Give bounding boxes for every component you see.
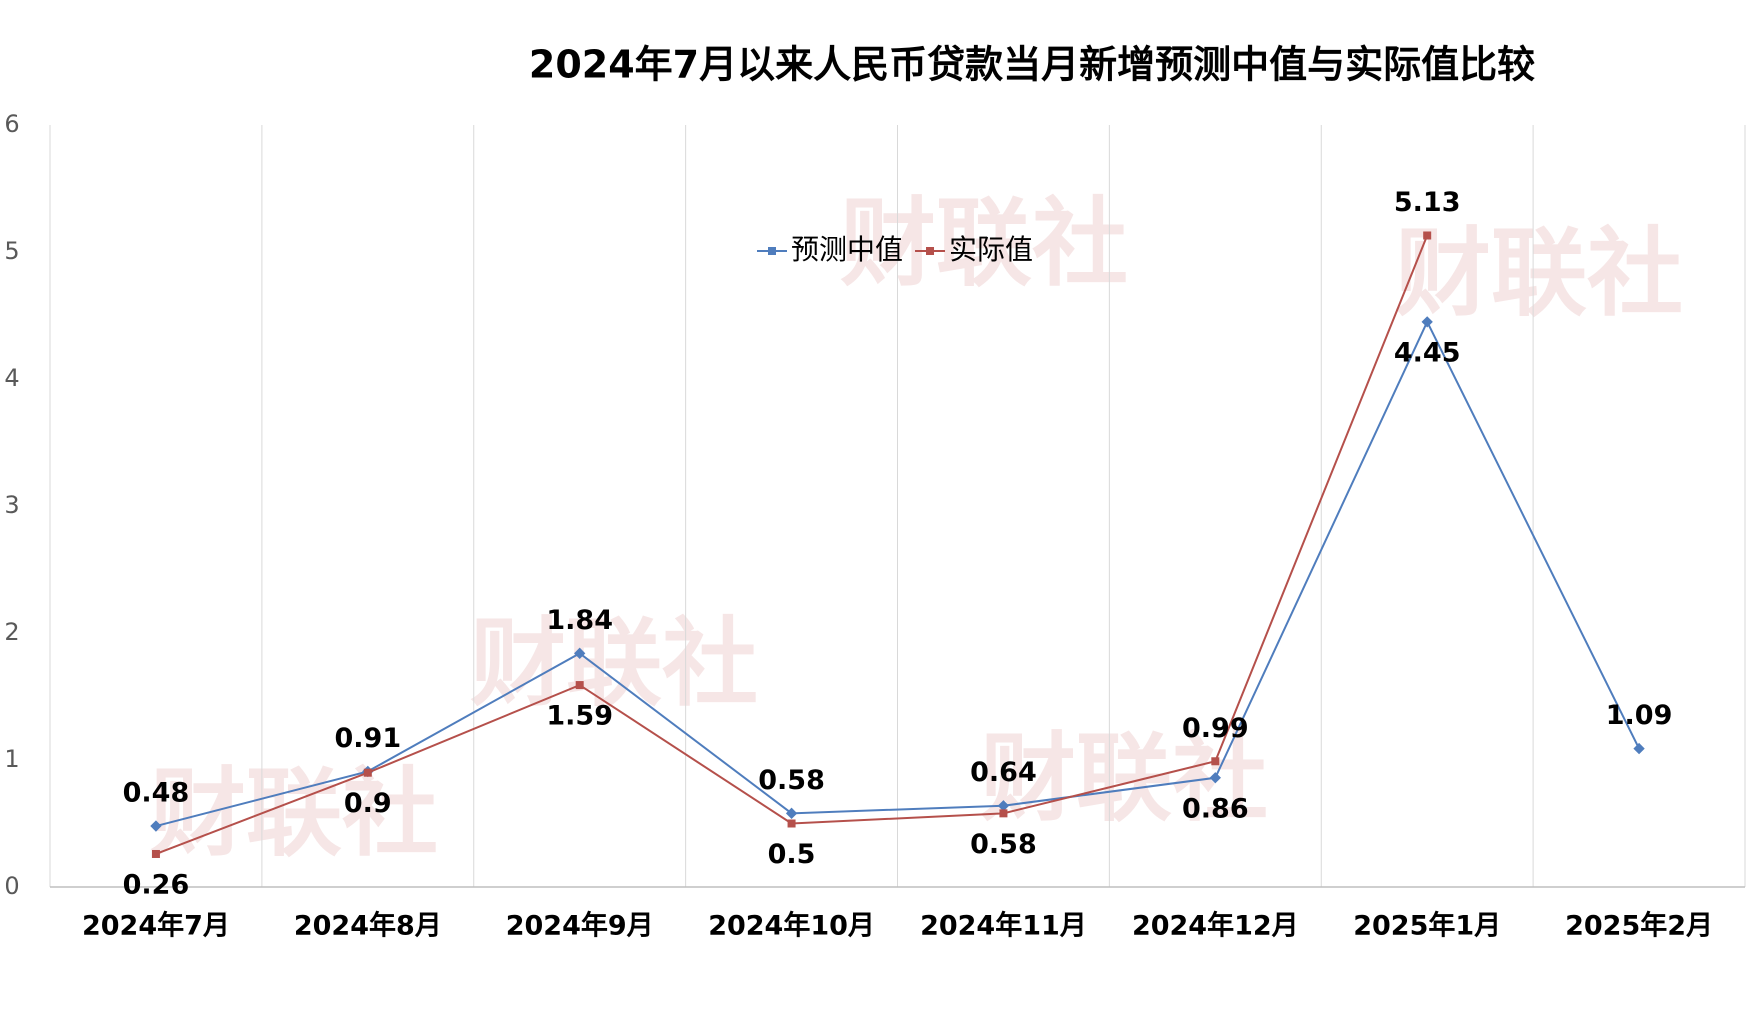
watermark: 财联社: [150, 757, 438, 869]
data-label: 0.26: [123, 869, 190, 900]
chart-title: 2024年7月以来人民币贷款当月新增预测中值与实际值比较: [529, 43, 1535, 87]
data-label: 0.58: [970, 829, 1037, 860]
marker: [1633, 742, 1645, 755]
x-tick-label: 2024年8月: [294, 910, 442, 942]
data-label: 0.86: [1182, 793, 1249, 824]
marker: [1423, 231, 1432, 240]
x-tick-label: 2024年10月: [708, 910, 875, 942]
legend-marker: [926, 247, 935, 255]
marker: [151, 849, 160, 858]
marker: [787, 819, 796, 828]
marker: [574, 647, 586, 659]
watermark: 财联社: [470, 607, 758, 719]
y-tick-label: 3: [4, 491, 19, 519]
marker: [1421, 316, 1433, 328]
y-tick-label: 1: [4, 745, 19, 773]
marker: [1211, 757, 1220, 766]
x-tick-label: 2025年1月: [1353, 910, 1501, 942]
x-tick-label: 2024年7月: [82, 910, 230, 942]
y-tick-label: 6: [4, 110, 19, 138]
x-tick-label: 2025年2月: [1565, 910, 1713, 942]
x-tick-label: 2024年9月: [506, 910, 654, 942]
legend-label: 实际值: [949, 233, 1033, 266]
y-tick-label: 0: [4, 872, 19, 900]
watermark: 财联社: [840, 187, 1128, 299]
data-label: 5.13: [1394, 187, 1461, 218]
data-label: 4.45: [1394, 337, 1461, 368]
data-label: 1.84: [546, 605, 613, 636]
marker: [785, 807, 798, 819]
data-label: 1.59: [546, 701, 613, 732]
data-label: 1.09: [1606, 700, 1673, 731]
y-tick-label: 2: [4, 618, 19, 646]
y-tick-label: 5: [4, 237, 19, 265]
marker: [999, 809, 1008, 818]
data-label: 0.5: [768, 839, 816, 870]
data-label: 0.64: [970, 757, 1037, 788]
marker: [363, 768, 372, 777]
data-label: 0.91: [335, 723, 402, 754]
x-tick-label: 2024年12月: [1132, 910, 1299, 942]
data-label: 0.9: [344, 788, 392, 819]
legend-marker: [768, 247, 776, 255]
y-tick-label: 4: [4, 364, 19, 392]
series-line: [155, 319, 1640, 828]
x-tick-label: 2024年11月: [920, 910, 1087, 942]
data-label: 0.48: [123, 778, 190, 809]
marker: [1209, 772, 1221, 784]
watermark: 财联社: [1395, 217, 1683, 329]
data-label: 0.99: [1182, 713, 1249, 744]
marker: [575, 681, 584, 690]
legend-label: 预测中值: [791, 233, 903, 266]
data-label: 0.58: [758, 765, 825, 796]
marker: [997, 800, 1010, 812]
marker: [150, 820, 162, 832]
